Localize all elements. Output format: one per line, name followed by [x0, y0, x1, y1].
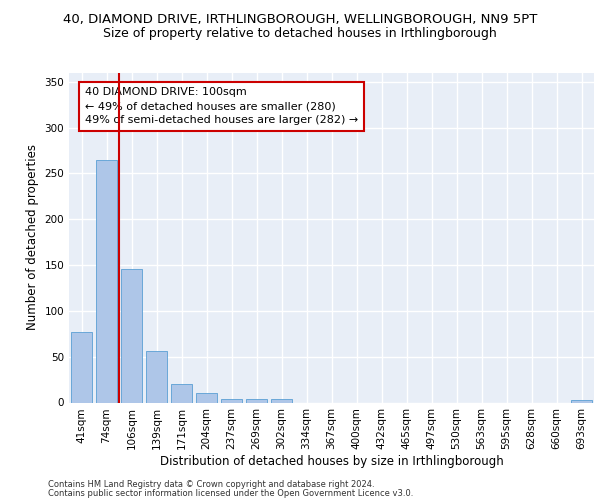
Bar — [196, 394, 217, 402]
Bar — [246, 399, 267, 402]
Text: 40 DIAMOND DRIVE: 100sqm
← 49% of detached houses are smaller (280)
49% of semi-: 40 DIAMOND DRIVE: 100sqm ← 49% of detach… — [85, 88, 358, 126]
Bar — [121, 268, 142, 402]
Bar — [571, 400, 592, 402]
X-axis label: Distribution of detached houses by size in Irthlingborough: Distribution of detached houses by size … — [160, 455, 503, 468]
Text: 40, DIAMOND DRIVE, IRTHLINGBOROUGH, WELLINGBOROUGH, NN9 5PT: 40, DIAMOND DRIVE, IRTHLINGBOROUGH, WELL… — [63, 12, 537, 26]
Y-axis label: Number of detached properties: Number of detached properties — [26, 144, 39, 330]
Text: Contains HM Land Registry data © Crown copyright and database right 2024.: Contains HM Land Registry data © Crown c… — [48, 480, 374, 489]
Bar — [271, 399, 292, 402]
Bar — [221, 399, 242, 402]
Text: Contains public sector information licensed under the Open Government Licence v3: Contains public sector information licen… — [48, 489, 413, 498]
Bar — [96, 160, 117, 402]
Text: Size of property relative to detached houses in Irthlingborough: Size of property relative to detached ho… — [103, 28, 497, 40]
Bar — [71, 332, 92, 402]
Bar — [146, 351, 167, 403]
Bar — [171, 384, 192, 402]
